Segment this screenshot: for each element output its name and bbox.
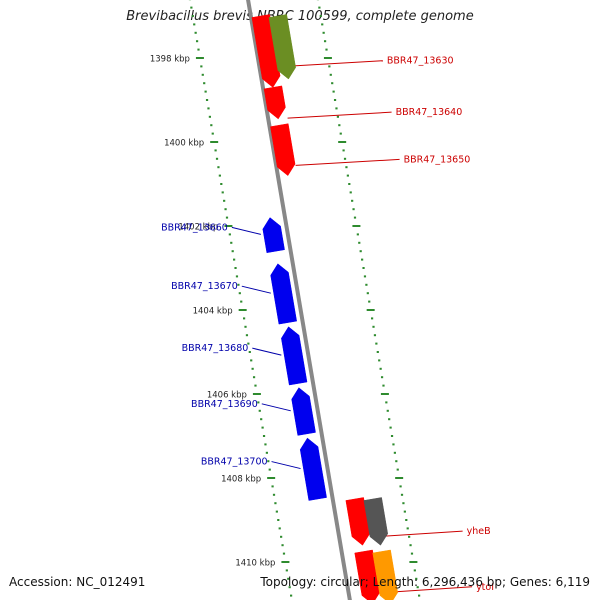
gene-leader-line (271, 461, 301, 470)
gene-label: BBR47_13630 (387, 56, 454, 67)
backbone-line (246, 0, 352, 600)
gene-leader-line (261, 403, 291, 412)
gene-arrow (281, 326, 308, 386)
gene-arrow (263, 85, 286, 120)
gene-arrow (270, 263, 297, 325)
gene-label: BBR47_13660 (161, 222, 228, 233)
accession-text: Accession: NC_012491 (9, 575, 146, 589)
tick-rows (188, 0, 421, 597)
gene-arrow (345, 497, 370, 546)
gene-label: BBR47_13640 (396, 107, 463, 118)
gene-label: yheB (467, 526, 491, 537)
gene-leader-line (295, 158, 400, 166)
map-title: Brevibacillus brevis NBRC 100599, comple… (126, 9, 474, 24)
gene-label: ytoI (476, 582, 494, 593)
tick-label: 1398 kbp (150, 55, 190, 65)
summary-text: Topology: circular; Length: 6,296,436 bp… (260, 575, 590, 589)
gene-arrow (270, 123, 296, 176)
gene-label: BBR47_13680 (182, 343, 249, 354)
tick-label: 1402 kbp (178, 223, 218, 233)
gene-leader-line (287, 111, 392, 119)
gene-leader-line (252, 347, 282, 356)
gene-leader-line (231, 226, 261, 235)
gene-arrow (262, 217, 285, 253)
tick-labels: 1398 kbp 1400 kbp 1402 kbp 1404 kbp 1406 kbp… (150, 55, 276, 569)
tick-label: 1400 kbp (164, 139, 204, 149)
gene-arrow (354, 549, 380, 600)
genes: BBR47_13630 BBR47_13640 BBR47_13650 BBR47_1… (161, 14, 494, 600)
gene-arrow (372, 549, 398, 600)
tick-label: 1408 kbp (221, 475, 261, 485)
gene-leader-line (278, 60, 383, 68)
gene-leader-line (241, 285, 271, 294)
gene-label: BBR47_13700 (201, 457, 268, 468)
gene-arrow (268, 14, 296, 80)
gene-arrow (251, 14, 281, 88)
gene-arrow (363, 497, 388, 546)
gene-arrow (299, 437, 327, 501)
tick-label: 1404 kbp (193, 307, 233, 317)
tick-label: 1410 kbp (235, 559, 275, 569)
gene-label: BBR47_13670 (171, 281, 238, 292)
tick-label: 1406 kbp (207, 391, 247, 401)
gene-label: BBR47_13650 (404, 154, 471, 165)
gene-arrow (291, 387, 316, 436)
gene-label: BBR47_13690 (191, 399, 258, 410)
